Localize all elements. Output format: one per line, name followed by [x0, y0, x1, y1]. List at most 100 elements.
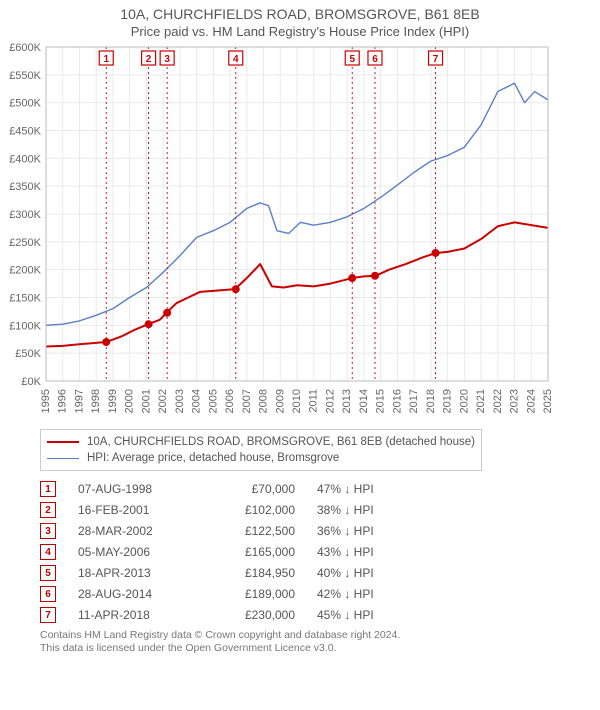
event-hpi: 47% ↓ HPI	[317, 482, 417, 496]
footer-line: Contains HM Land Registry data © Crown c…	[40, 629, 600, 642]
svg-text:1995: 1995	[40, 389, 52, 413]
table-row: 3 28-MAR-2002 £122,500 36% ↓ HPI	[40, 523, 600, 539]
svg-text:2001: 2001	[140, 389, 152, 413]
svg-text:£350K: £350K	[9, 181, 41, 193]
event-price: £122,500	[210, 524, 295, 538]
event-hpi: 42% ↓ HPI	[317, 587, 417, 601]
legend-item: 10A, CHURCHFIELDS ROAD, BROMSGROVE, B61 …	[47, 434, 475, 450]
svg-text:2019: 2019	[442, 389, 454, 413]
event-date: 16-FEB-2001	[78, 503, 188, 517]
svg-text:2012: 2012	[324, 389, 336, 413]
event-date: 28-AUG-2014	[78, 587, 188, 601]
svg-text:3: 3	[164, 54, 170, 65]
event-hpi: 43% ↓ HPI	[317, 545, 417, 559]
svg-text:£100K: £100K	[9, 320, 41, 332]
event-price: £70,000	[210, 482, 295, 496]
event-hpi: 40% ↓ HPI	[317, 566, 417, 580]
footer: Contains HM Land Registry data © Crown c…	[40, 629, 600, 655]
svg-text:1999: 1999	[107, 389, 119, 413]
svg-text:2016: 2016	[391, 389, 403, 413]
svg-text:2005: 2005	[207, 389, 219, 413]
svg-text:£150K: £150K	[9, 293, 41, 305]
svg-text:7: 7	[433, 54, 439, 65]
table-row: 5 18-APR-2013 £184,950 40% ↓ HPI	[40, 565, 600, 581]
svg-text:1: 1	[103, 54, 109, 65]
svg-text:2017: 2017	[408, 389, 420, 413]
svg-text:£550K: £550K	[9, 70, 41, 82]
svg-text:1996: 1996	[57, 389, 69, 413]
event-marker-box: 7	[40, 607, 56, 623]
legend: 10A, CHURCHFIELDS ROAD, BROMSGROVE, B61 …	[40, 429, 482, 471]
svg-text:£300K: £300K	[9, 209, 41, 221]
svg-text:£200K: £200K	[9, 265, 41, 277]
chart-container: £0K £50K £100K £150K £200K £250K £300K £350K £40…	[0, 43, 600, 423]
svg-text:£450K: £450K	[9, 126, 41, 138]
event-date: 07-AUG-1998	[78, 482, 188, 496]
table-row: 1 07-AUG-1998 £70,000 47% ↓ HPI	[40, 481, 600, 497]
svg-text:2008: 2008	[258, 389, 270, 413]
price-chart: £0K £50K £100K £150K £200K £250K £300K £350K £40…	[0, 43, 560, 423]
table-row: 4 05-MAY-2006 £165,000 43% ↓ HPI	[40, 544, 600, 560]
svg-text:2011: 2011	[308, 389, 320, 413]
event-marker-box: 3	[40, 523, 56, 539]
svg-text:£500K: £500K	[9, 98, 41, 110]
event-hpi: 36% ↓ HPI	[317, 524, 417, 538]
svg-text:2015: 2015	[375, 389, 387, 413]
svg-text:£400K: £400K	[9, 153, 41, 165]
legend-item: HPI: Average price, detached house, Brom…	[47, 450, 475, 466]
legend-swatch	[47, 458, 79, 459]
event-date: 11-APR-2018	[78, 608, 188, 622]
event-date: 05-MAY-2006	[78, 545, 188, 559]
event-marker-box: 5	[40, 565, 56, 581]
legend-label: HPI: Average price, detached house, Brom…	[87, 450, 339, 466]
events-table: 1 07-AUG-1998 £70,000 47% ↓ HPI 2 16-FEB-2001…	[40, 481, 600, 623]
svg-text:1997: 1997	[73, 389, 85, 413]
table-row: 6 28-AUG-2014 £189,000 42% ↓ HPI	[40, 586, 600, 602]
event-marker-box: 4	[40, 544, 56, 560]
event-hpi: 45% ↓ HPI	[317, 608, 417, 622]
table-row: 7 11-APR-2018 £230,000 45% ↓ HPI	[40, 607, 600, 623]
svg-text:2009: 2009	[274, 389, 286, 413]
svg-text:2018: 2018	[425, 389, 437, 413]
svg-text:2022: 2022	[492, 389, 504, 413]
legend-label: 10A, CHURCHFIELDS ROAD, BROMSGROVE, B61 …	[87, 434, 475, 450]
svg-text:2025: 2025	[542, 389, 554, 413]
svg-text:2024: 2024	[525, 389, 537, 413]
event-marker-box: 1	[40, 481, 56, 497]
svg-text:2021: 2021	[475, 389, 487, 413]
event-price: £165,000	[210, 545, 295, 559]
svg-text:5: 5	[349, 54, 355, 65]
svg-text:2023: 2023	[509, 389, 521, 413]
svg-text:2014: 2014	[358, 389, 370, 413]
svg-text:2013: 2013	[341, 389, 353, 413]
event-marker-box: 2	[40, 502, 56, 518]
svg-text:2010: 2010	[291, 389, 303, 413]
svg-text:£50K: £50K	[15, 348, 41, 360]
svg-text:6: 6	[372, 54, 378, 65]
svg-text:2000: 2000	[124, 389, 136, 413]
event-hpi: 38% ↓ HPI	[317, 503, 417, 517]
table-row: 2 16-FEB-2001 £102,000 38% ↓ HPI	[40, 502, 600, 518]
svg-text:2007: 2007	[241, 389, 253, 413]
page-title-2: Price paid vs. HM Land Registry's House …	[0, 24, 600, 39]
event-price: £102,000	[210, 503, 295, 517]
svg-text:2006: 2006	[224, 389, 236, 413]
event-marker-box: 6	[40, 586, 56, 602]
svg-text:2020: 2020	[458, 389, 470, 413]
svg-text:4: 4	[233, 54, 239, 65]
event-price: £230,000	[210, 608, 295, 622]
svg-text:£600K: £600K	[9, 43, 41, 54]
svg-text:£0K: £0K	[21, 376, 41, 388]
svg-text:1998: 1998	[90, 389, 102, 413]
event-date: 18-APR-2013	[78, 566, 188, 580]
footer-line: This data is licensed under the Open Gov…	[40, 642, 600, 655]
svg-text:2002: 2002	[157, 389, 169, 413]
legend-swatch	[47, 441, 79, 443]
event-price: £184,950	[210, 566, 295, 580]
svg-text:2004: 2004	[191, 389, 203, 413]
event-date: 28-MAR-2002	[78, 524, 188, 538]
svg-text:2003: 2003	[174, 389, 186, 413]
event-price: £189,000	[210, 587, 295, 601]
page-title-1: 10A, CHURCHFIELDS ROAD, BROMSGROVE, B61 …	[0, 6, 600, 22]
svg-text:£250K: £250K	[9, 237, 41, 249]
